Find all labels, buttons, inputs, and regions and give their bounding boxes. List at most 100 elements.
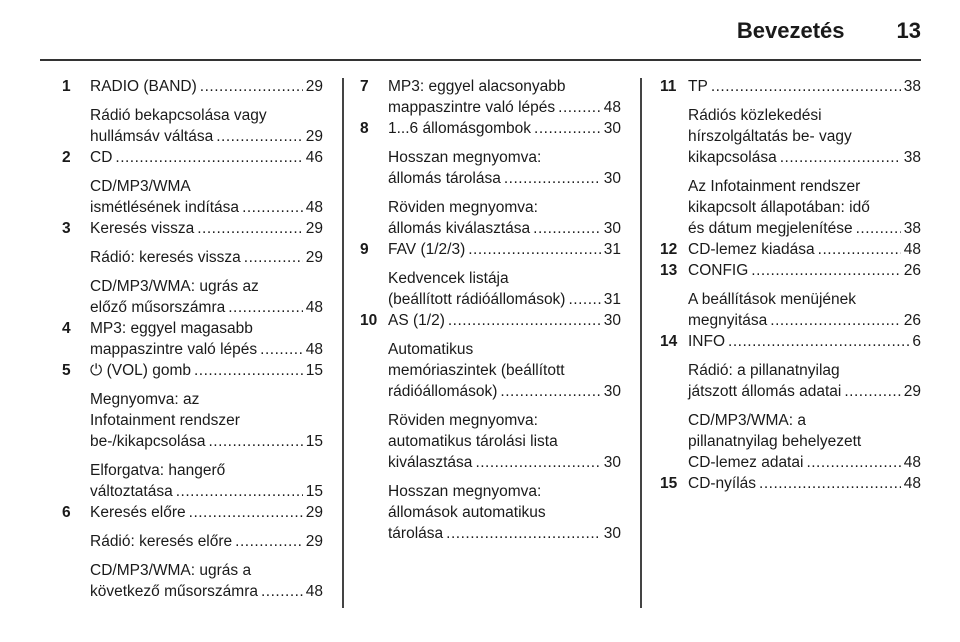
entry-text: kikapcsolt állapotában: idő (688, 199, 870, 216)
entry-text: CONFIG (688, 262, 749, 279)
dot-leader (189, 502, 303, 523)
dot-leader (260, 339, 303, 360)
entry-text: kikapcsolása (688, 149, 777, 166)
entry-page: 48 (903, 475, 921, 492)
dot-leader (568, 289, 600, 310)
index-line: állomás kiválasztása 30 (388, 218, 621, 239)
entry-page: 46 (305, 149, 323, 166)
entry-page: 48 (603, 99, 621, 116)
dot-leader (176, 481, 303, 502)
index-line: A beállítások menüjének (688, 289, 921, 310)
index-line: és dátum megjelenítése 38 (688, 218, 921, 239)
dot-leader (856, 218, 901, 239)
entry-page: 15 (305, 433, 323, 450)
entry-text: memóriaszintek (beállított (388, 362, 565, 379)
sub-entry: Rádió bekapcsolása vagy hullámsáv váltása… (90, 105, 323, 147)
entry-text: Automatikus (388, 341, 474, 358)
entry-page: 31 (603, 291, 621, 308)
index-entry: 13 CONFIG 26 A beállítások menüjének megnyit… (660, 260, 921, 331)
index-entry: 3 Keresés vissza 29 Rádió: keresés vissza 29… (62, 218, 323, 318)
index-entry: 11 TP 38 Rádiós közlekedési hírszolgáltatás … (660, 76, 921, 239)
entry-page: 26 (903, 312, 921, 329)
index-line: CD-lemez adatai 48 (688, 452, 921, 473)
entry-page: 30 (603, 312, 621, 329)
index-entry: 12 CD-lemez kiadása 48 (660, 239, 921, 260)
entry-text: (beállított rádióállomások) (388, 291, 566, 308)
sub-entry: Rádió: a pillanatnyilag játszott állomás … (688, 360, 921, 402)
index-line: Hosszan megnyomva: (388, 147, 621, 168)
entry-number: 12 (660, 241, 678, 258)
dot-leader (500, 381, 600, 402)
entry-text: CD-lemez kiadása (688, 241, 815, 258)
entry-body: TP 38 Rádiós közlekedési hírszolgáltatás be… (688, 76, 921, 239)
entry-text: Rádió bekapcsolása vagy (90, 107, 267, 124)
entry-body: AS (1/2) 30 Automatikus memóriaszintek (beá… (388, 310, 621, 544)
index-line: CD-nyílás 48 (688, 473, 921, 494)
index-entry: 10 AS (1/2) 30 Automatikus memóriaszintek (b… (360, 310, 621, 544)
index-entry: 2 CD 46 CD/MP3/WMA ismétlésének indítása 48 (62, 147, 323, 218)
index-line: CD/MP3/WMA: ugrás az (90, 276, 323, 297)
entry-text: Infotainment rendszer (90, 412, 240, 429)
entry-page: 48 (903, 241, 921, 258)
entry-body: CD-nyílás 48 (688, 473, 921, 494)
entry-page: 38 (903, 149, 921, 166)
entry-body: Keresés vissza 29 Rádió: keresés vissza 29 C… (90, 218, 323, 318)
entry-text: Rádiós közlekedési (688, 107, 822, 124)
sub-entry: Az Infotainment rendszer kikapcsolt állap… (688, 176, 921, 239)
sub-entry: CD/MP3/WMA ismétlésének indítása 48 (90, 176, 323, 218)
index-column-1: 1 RADIO (BAND) 29 Rádió bekapcsolása vagy hu… (62, 76, 323, 602)
entry-page: 30 (603, 525, 621, 542)
dot-leader (242, 197, 303, 218)
dot-leader (534, 118, 601, 139)
index-line: AS (1/2) 30 (388, 310, 621, 331)
dot-leader (751, 260, 900, 281)
index-line: Röviden megnyomva: (388, 410, 621, 431)
index-line: CD/MP3/WMA: ugrás a (90, 560, 323, 581)
index-line: ⏻ (VOL) gomb 15 (90, 360, 323, 381)
entry-text: Megnyomva: az (90, 391, 200, 408)
entry-number: 3 (62, 220, 71, 237)
dot-leader (558, 97, 601, 118)
entry-text: Röviden megnyomva: (388, 199, 538, 216)
entry-text: CD-lemez adatai (688, 454, 804, 471)
entry-text: AS (1/2) (388, 312, 445, 329)
entry-number: 13 (660, 262, 678, 279)
entry-text: mappaszintre való lépés (388, 99, 556, 116)
entry-text: rádióállomások) (388, 383, 498, 400)
entry-text: CD (90, 149, 113, 166)
index-line: RADIO (BAND) 29 (90, 76, 323, 97)
index-line: Rádió: keresés előre 29 (90, 531, 323, 552)
entry-text: és dátum megjelenítése (688, 220, 853, 237)
entry-text: Hosszan megnyomva: (388, 483, 542, 500)
entry-text: Az Infotainment rendszer (688, 178, 861, 195)
sub-entry: CD/MP3/WMA: ugrás az előző műsorszámra 48 (90, 276, 323, 318)
entry-text: állomások automatikus (388, 504, 546, 521)
dot-leader (194, 360, 303, 381)
index-line: kikapcsolása 38 (688, 147, 921, 168)
index-line: rádióállomások) 30 (388, 381, 621, 402)
entry-page: 30 (603, 170, 621, 187)
entry-number: 15 (660, 475, 678, 492)
entry-text: ⏻ (VOL) gomb (90, 362, 191, 379)
column-divider (342, 78, 344, 608)
index-line: hírszolgáltatás be- vagy (688, 126, 921, 147)
index-line: Infotainment rendszer (90, 410, 323, 431)
entry-page: 30 (603, 120, 621, 137)
entry-number: 11 (660, 78, 677, 95)
entry-text: megnyitása (688, 312, 768, 329)
entry-text: MP3: eggyel magasabb (90, 320, 253, 337)
index-line: Keresés előre 29 (90, 502, 323, 523)
dot-leader (468, 239, 601, 260)
dot-leader (235, 531, 303, 552)
entry-text: kiválasztása (388, 454, 473, 471)
entry-text: Keresés vissza (90, 220, 195, 237)
index-line: CD 46 (90, 147, 323, 168)
entry-text: változtatása (90, 483, 173, 500)
entry-number: 10 (360, 312, 378, 329)
entry-body: CD-lemez kiadása 48 (688, 239, 921, 260)
dot-leader (448, 310, 601, 331)
entry-text: MP3: eggyel alacsonyabb (388, 78, 566, 95)
entry-page: 30 (603, 383, 621, 400)
entry-text: FAV (1/2/3) (388, 241, 466, 258)
dot-leader (446, 523, 601, 544)
